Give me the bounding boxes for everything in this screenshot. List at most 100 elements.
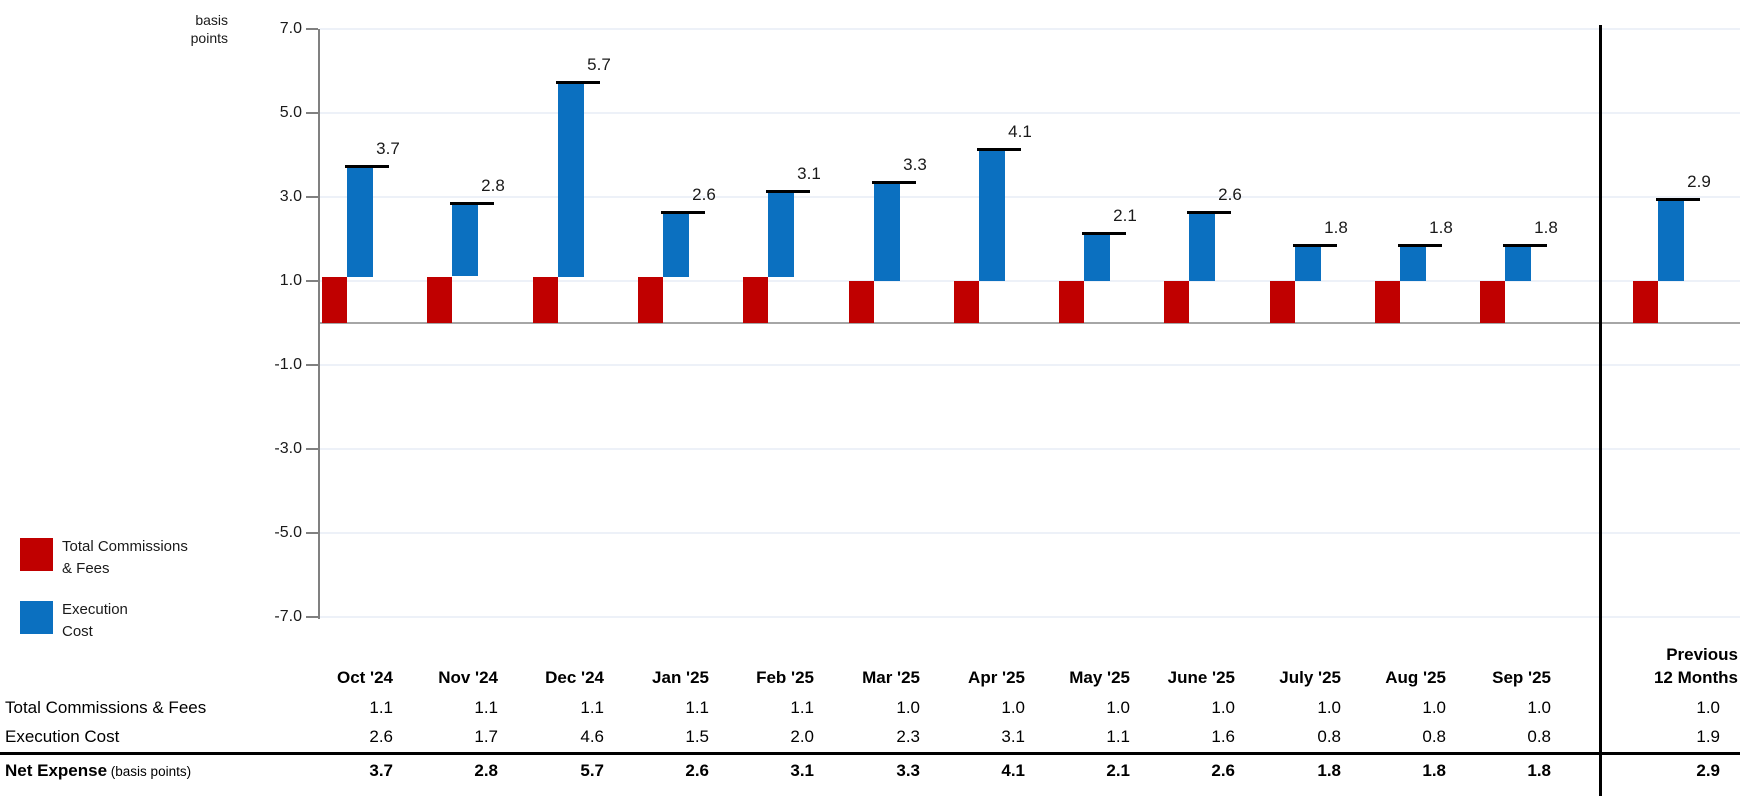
previous-12-months-header: Previous 12 Months xyxy=(1653,645,1738,687)
cell-total-commissions-fees-month-4: 1.1 xyxy=(790,698,814,717)
cell-total-commissions-fees-month-6: 1.0 xyxy=(1001,698,1025,717)
net-expense-marker-month-11 xyxy=(1503,244,1547,247)
y-axis-tick xyxy=(306,364,318,366)
net-expense-marker-month-5 xyxy=(872,181,916,184)
net-expense-marker-month-8 xyxy=(1187,211,1231,214)
row-label-execution-cost: Execution Cost xyxy=(5,727,120,746)
total-commissions-fees-bar-month-10 xyxy=(1375,281,1400,323)
y-axis-tick-label: 1.0 xyxy=(279,272,302,289)
cell-net-expense-previous-12-months: 2.9 xyxy=(1696,761,1720,780)
cell-execution-cost-month-6: 3.1 xyxy=(1001,727,1025,746)
y-axis-tick xyxy=(306,616,318,618)
y-axis-tick-label: 7.0 xyxy=(279,20,302,37)
cell-execution-cost-month-8: 1.6 xyxy=(1211,727,1235,746)
net-expense-marker-month-3 xyxy=(661,211,705,214)
cell-net-expense-month-9: 1.8 xyxy=(1317,761,1341,780)
y-axis-tick-label: -1.0 xyxy=(274,356,302,373)
y-axis-tick xyxy=(306,112,318,114)
total-commissions-fees-bar-month-6 xyxy=(954,281,979,323)
cell-execution-cost-month-2: 4.6 xyxy=(580,727,604,746)
cell-total-commissions-fees-month-10: 1.0 xyxy=(1422,698,1446,717)
cell-total-commissions-fees-month-7: 1.0 xyxy=(1106,698,1130,717)
y-gridline xyxy=(320,532,1740,534)
total-commissions-fees-bar-month-2 xyxy=(533,277,558,323)
net-expense-marker-month-0 xyxy=(345,165,389,168)
net-expense-marker-month-9 xyxy=(1293,244,1337,247)
total-commissions-fees-bar-month-7 xyxy=(1059,281,1084,323)
column-header-june25: June '25 xyxy=(1167,668,1235,687)
execution-cost-bar-month-11 xyxy=(1505,247,1531,281)
net-expense-value-label-month-11: 1.8 xyxy=(1534,218,1558,237)
y-axis-tick-label: 3.0 xyxy=(279,188,302,205)
cell-total-commissions-fees-month-1: 1.1 xyxy=(474,698,498,717)
net-expense-value-label-month-9: 1.8 xyxy=(1324,218,1348,237)
net-expense-marker-month-4 xyxy=(766,190,810,193)
execution-cost-bar-month-0 xyxy=(347,168,373,277)
net-expense-value-label-month-8: 2.6 xyxy=(1218,185,1242,204)
execution-cost-bar-month-7 xyxy=(1084,235,1110,281)
y-axis-title: basis points xyxy=(190,12,228,46)
y-axis-tick-label: -7.0 xyxy=(274,608,302,625)
column-header-dec24: Dec '24 xyxy=(545,668,604,687)
cell-total-commissions-fees-month-11: 1.0 xyxy=(1527,698,1551,717)
cell-total-commissions-fees-month-0: 1.1 xyxy=(369,698,393,717)
execution-cost-bar-previous-12-months xyxy=(1658,201,1684,281)
y-axis-line xyxy=(318,29,320,619)
total-commissions-fees-bar-month-5 xyxy=(849,281,874,323)
column-header-mar25: Mar '25 xyxy=(862,668,920,687)
cell-net-expense-month-10: 1.8 xyxy=(1422,761,1446,780)
total-commissions-fees-bar-month-4 xyxy=(743,277,768,323)
total-commissions-fees-bar-month-11 xyxy=(1480,281,1505,323)
cell-total-commissions-fees-previous-12-months: 1.0 xyxy=(1696,698,1720,717)
y-gridline xyxy=(320,196,1740,198)
total-commissions-fees-bar-month-1 xyxy=(427,277,452,323)
cell-execution-cost-month-5: 2.3 xyxy=(896,727,920,746)
cell-execution-cost-month-9: 0.8 xyxy=(1317,727,1341,746)
net-expense-divider-line xyxy=(0,752,1740,755)
total-commissions-fees-bar-previous-12-months xyxy=(1633,281,1658,323)
column-header-feb25: Feb '25 xyxy=(756,668,814,687)
legend-label-execution-cost: Execution Cost xyxy=(62,601,128,640)
cell-net-expense-month-0: 3.7 xyxy=(369,761,393,780)
y-axis-tick xyxy=(306,280,318,282)
column-header-sep25: Sep '25 xyxy=(1492,668,1551,687)
cell-net-expense-month-2: 5.7 xyxy=(580,761,604,780)
net-expense-value-label-month-1: 2.8 xyxy=(481,176,505,195)
column-header-apr25: Apr '25 xyxy=(968,668,1025,687)
total-commissions-fees-bar-month-3 xyxy=(638,277,663,323)
y-axis-tick xyxy=(306,196,318,198)
net-expense-marker-month-10 xyxy=(1398,244,1442,247)
net-expense-marker-previous-12-months xyxy=(1656,198,1700,201)
cell-net-expense-month-6: 4.1 xyxy=(1001,761,1025,780)
cell-total-commissions-fees-month-3: 1.1 xyxy=(685,698,709,717)
total-commissions-fees-bar-month-8 xyxy=(1164,281,1189,323)
y-axis-tick-label: -3.0 xyxy=(274,440,302,457)
cell-execution-cost-month-10: 0.8 xyxy=(1422,727,1446,746)
execution-cost-bar-month-5 xyxy=(874,184,900,281)
cell-net-expense-month-11: 1.8 xyxy=(1527,761,1551,780)
cell-execution-cost-month-1: 1.7 xyxy=(474,727,498,746)
execution-cost-bar-month-6 xyxy=(979,151,1005,281)
execution-cost-bar-month-8 xyxy=(1189,214,1215,281)
y-gridline xyxy=(320,448,1740,450)
row-label-total-commissions-fees: Total Commissions & Fees xyxy=(5,698,207,717)
cell-net-expense-month-3: 2.6 xyxy=(685,761,709,780)
cell-net-expense-month-5: 3.3 xyxy=(896,761,920,780)
net-expense-marker-month-7 xyxy=(1082,232,1126,235)
row-label-net-expense: Net Expense (basis points) xyxy=(5,761,192,780)
cell-total-commissions-fees-month-9: 1.0 xyxy=(1317,698,1341,717)
total-commissions-fees-bar-month-9 xyxy=(1270,281,1295,323)
net-expense-value-label-previous-12-months: 2.9 xyxy=(1687,172,1711,191)
y-axis-tick xyxy=(306,28,318,30)
column-header-aug25: Aug '25 xyxy=(1385,668,1446,687)
cell-execution-cost-month-11: 0.8 xyxy=(1527,727,1551,746)
net-expense-value-label-month-7: 2.1 xyxy=(1113,206,1137,225)
column-header-oct24: Oct '24 xyxy=(336,668,393,687)
y-gridline xyxy=(320,112,1740,114)
y-gridline xyxy=(320,364,1740,366)
net-expense-value-label-month-3: 2.6 xyxy=(692,185,716,204)
net-expense-value-label-month-10: 1.8 xyxy=(1429,218,1453,237)
legend-label-total-commissions-fees: Total Commissions & Fees xyxy=(62,538,188,577)
cell-execution-cost-month-4: 2.0 xyxy=(790,727,814,746)
